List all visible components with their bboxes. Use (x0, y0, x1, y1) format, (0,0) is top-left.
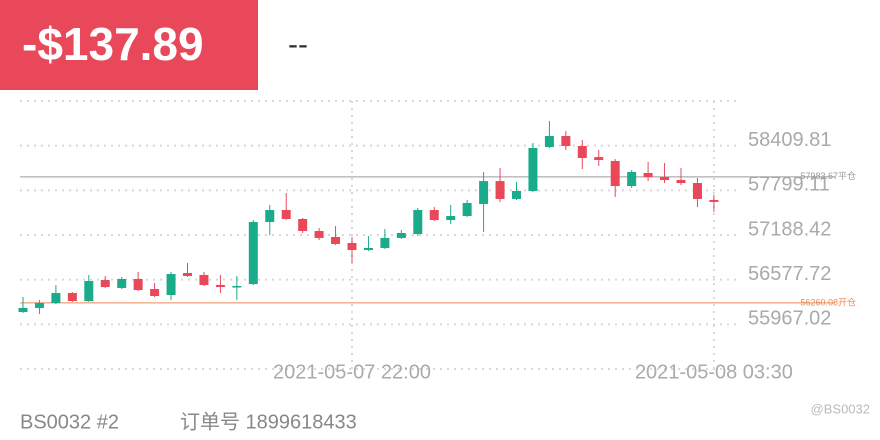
candle-body (133, 278, 143, 291)
candle-body (183, 272, 192, 276)
candle-body (248, 222, 258, 285)
candle-body (84, 281, 94, 302)
candle-body (100, 280, 110, 288)
watermark: @BS0032 (811, 401, 870, 416)
candle-body (265, 210, 275, 223)
x-tick-label: 2021-05-07 22:00 (273, 361, 431, 383)
y-tick-label: 58409.81 (748, 129, 831, 151)
candle-body (67, 293, 77, 302)
candle-body (413, 210, 423, 235)
candle-body (117, 278, 127, 288)
candle-body (561, 135, 571, 147)
candle-body (380, 237, 390, 248)
candle-body (709, 199, 719, 202)
candle-body (528, 147, 538, 191)
y-tick-label: 57799.11 (748, 174, 830, 196)
candle-body (627, 171, 637, 187)
y-tick-label: 55967.02 (748, 308, 831, 330)
candle-body (150, 289, 160, 297)
reference-label: 56260.08开仓 (800, 296, 856, 307)
candle-body (34, 302, 44, 308)
candle-body (676, 180, 686, 184)
status: -- (288, 28, 308, 61)
candle-body (495, 181, 505, 199)
candle-body (232, 286, 242, 288)
x-tick-label: 2021-05-08 03:30 (635, 361, 793, 383)
y-tick-label: 57188.42 (748, 218, 831, 240)
candle-body (446, 216, 456, 221)
candle-body (429, 210, 439, 221)
candle-body (594, 157, 604, 160)
candle-body (462, 202, 472, 217)
candle-body (281, 210, 291, 220)
y-tick-label: 56577.72 (748, 263, 831, 285)
candle-body (396, 232, 406, 238)
candle-body (577, 146, 587, 159)
candle-body (314, 231, 324, 238)
candle-body (610, 161, 620, 187)
candle-body (18, 307, 28, 312)
candle-body (660, 177, 670, 181)
order-tag: BS0032 #2 (20, 411, 119, 433)
candle-body (479, 181, 489, 205)
candle-body (347, 243, 357, 251)
amount-badge (0, 0, 258, 90)
candle-body (544, 135, 554, 148)
candle-body (199, 274, 209, 285)
candle-body (643, 173, 653, 178)
candle-body (331, 237, 341, 245)
amount: -$137.89 (22, 18, 204, 70)
candle-body (512, 190, 521, 199)
candle-body (692, 183, 702, 199)
candle-body (215, 284, 225, 288)
order-number: 订单号 1899618433 (180, 410, 357, 433)
candle-body (166, 274, 176, 296)
candle-body (51, 293, 61, 303)
candle-body (363, 247, 373, 251)
reference-label: 57983.67平仓 (800, 170, 856, 181)
candle-body (298, 219, 308, 232)
